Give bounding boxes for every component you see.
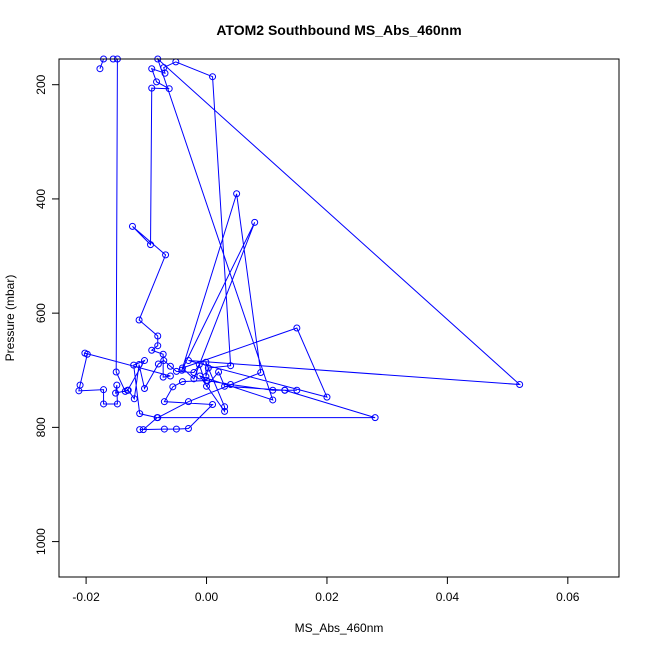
data-point xyxy=(209,73,217,81)
data-point xyxy=(221,403,229,411)
data-point xyxy=(269,396,277,404)
data-point xyxy=(184,398,192,406)
data-point xyxy=(166,372,174,380)
data-point xyxy=(141,357,149,365)
data-point xyxy=(160,425,168,433)
data-point xyxy=(141,385,149,393)
x-tick-label: 0.04 xyxy=(436,590,460,604)
data-point xyxy=(202,358,210,366)
data-point xyxy=(281,386,289,394)
series-lines xyxy=(78,57,522,431)
data-point xyxy=(159,373,167,381)
data-point xyxy=(251,218,259,226)
data-point xyxy=(202,373,210,381)
data-point xyxy=(165,85,173,93)
data-point xyxy=(190,369,198,377)
data-point xyxy=(184,357,192,365)
data-point xyxy=(96,65,104,73)
data-point xyxy=(169,383,177,391)
data-point xyxy=(135,316,143,324)
data-point xyxy=(112,389,120,397)
data-point xyxy=(293,386,301,394)
data-point xyxy=(160,398,168,406)
data-point xyxy=(154,360,162,368)
data-point xyxy=(100,386,108,394)
data-point xyxy=(136,426,144,434)
data-point xyxy=(166,362,174,370)
y-tick-label: 400 xyxy=(34,189,48,209)
data-point xyxy=(172,425,180,433)
data-point xyxy=(203,382,211,390)
data-point xyxy=(371,414,379,422)
data-point xyxy=(195,361,203,369)
data-point xyxy=(153,78,161,86)
data-point xyxy=(204,364,212,372)
data-point xyxy=(130,361,138,369)
y-tick-label: 1000 xyxy=(34,528,48,555)
data-point xyxy=(148,65,156,73)
y-tick-label: 600 xyxy=(34,303,48,323)
data-point xyxy=(154,414,162,422)
data-point xyxy=(75,387,83,395)
y-tick-label: 200 xyxy=(34,74,48,94)
x-tick-label: 0.00 xyxy=(195,590,219,604)
x-tick-label: -0.02 xyxy=(72,590,100,604)
data-point xyxy=(516,381,524,389)
series-line xyxy=(78,57,522,431)
data-point xyxy=(257,369,265,377)
data-point xyxy=(178,364,186,372)
plot-frame xyxy=(58,58,620,578)
x-tick-label: 0.06 xyxy=(556,590,580,604)
data-point xyxy=(233,190,241,198)
data-point xyxy=(130,395,138,403)
data-point xyxy=(209,401,217,409)
data-point xyxy=(139,426,147,434)
data-point xyxy=(227,362,235,370)
x-axis-label: MS_Abs_460nm xyxy=(295,621,384,635)
data-point xyxy=(124,386,132,394)
series-points xyxy=(75,55,524,434)
data-point xyxy=(147,241,155,249)
data-point xyxy=(221,407,229,415)
data-point xyxy=(161,69,169,77)
y-axis: 200 400 600 800 1000 xyxy=(34,74,60,555)
data-point xyxy=(100,400,108,408)
data-point xyxy=(136,410,144,418)
data-point xyxy=(112,368,120,376)
data-point xyxy=(154,342,162,350)
data-point xyxy=(160,357,168,365)
data-point xyxy=(323,393,331,401)
data-point xyxy=(135,361,143,369)
y-axis-label: Pressure (mbar) xyxy=(3,275,17,362)
y-tick-label: 800 xyxy=(34,417,48,437)
data-point xyxy=(184,425,192,433)
data-point xyxy=(83,350,91,358)
data-point xyxy=(215,368,223,376)
data-point xyxy=(221,382,229,390)
data-point xyxy=(178,378,186,386)
data-point xyxy=(148,84,156,92)
chart-title: ATOM2 Southbound MS_Abs_460nm xyxy=(216,22,461,38)
data-point xyxy=(172,367,180,375)
data-point xyxy=(113,381,121,389)
data-point xyxy=(128,222,136,230)
data-point xyxy=(269,386,277,394)
x-axis: -0.02 0.00 0.02 0.04 0.06 xyxy=(72,576,580,604)
data-point xyxy=(113,400,121,408)
x-tick-label: 0.02 xyxy=(315,590,339,604)
data-point xyxy=(293,324,301,332)
data-point xyxy=(148,346,156,354)
data-point xyxy=(154,332,162,340)
data-point xyxy=(162,251,170,259)
